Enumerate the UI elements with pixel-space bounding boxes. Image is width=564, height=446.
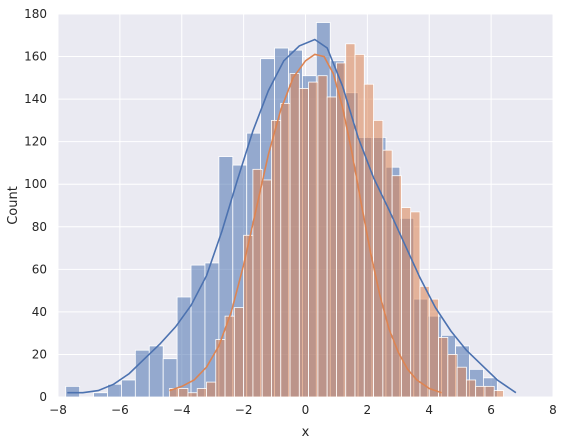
histogram-bar bbox=[187, 392, 198, 398]
y-tick-label: 60 bbox=[32, 262, 47, 276]
kde-line bbox=[169, 53, 442, 394]
histogram-bar bbox=[93, 392, 108, 398]
histogram-bar bbox=[280, 102, 291, 398]
histogram-bar bbox=[298, 88, 309, 398]
y-tick-label: 180 bbox=[24, 7, 47, 21]
histogram-bar bbox=[326, 96, 337, 398]
histogram-bar bbox=[289, 73, 300, 398]
histogram-bar bbox=[345, 43, 356, 398]
histogram-bar bbox=[224, 315, 235, 398]
y-tick-label: 100 bbox=[24, 177, 47, 191]
x-tick-label: 8 bbox=[549, 403, 557, 417]
histogram-bar bbox=[233, 307, 245, 398]
y-tick-label: 80 bbox=[32, 220, 47, 234]
y-tick-label: 140 bbox=[24, 92, 47, 106]
y-tick-label: 20 bbox=[32, 347, 47, 361]
histogram-bar bbox=[419, 285, 430, 398]
x-tick-label: −6 bbox=[111, 403, 129, 417]
histogram-bar bbox=[382, 149, 393, 398]
histogram-bar bbox=[484, 385, 495, 398]
histogram-bar bbox=[447, 354, 458, 398]
histogram-bar bbox=[410, 211, 421, 398]
histogram-bar bbox=[373, 119, 384, 398]
histogram-bar bbox=[178, 388, 189, 398]
histogram-bar bbox=[475, 385, 486, 398]
histogram-bar bbox=[196, 388, 207, 398]
histogram-bar bbox=[401, 207, 412, 398]
x-tick-label: 6 bbox=[487, 403, 495, 417]
x-axis-label: x bbox=[302, 425, 310, 440]
histogram-bar bbox=[190, 264, 206, 398]
histogram-bar bbox=[493, 390, 504, 398]
x-tick-label: 4 bbox=[425, 403, 433, 417]
histogram-bar bbox=[121, 379, 136, 398]
histogram-bar bbox=[354, 54, 365, 398]
x-tick-label: 2 bbox=[364, 403, 372, 417]
kde-line bbox=[67, 38, 517, 394]
y-tick-label: 120 bbox=[24, 135, 47, 149]
y-tick-label: 160 bbox=[24, 50, 47, 64]
histogram-bar bbox=[465, 379, 477, 398]
histogram-bar bbox=[148, 345, 164, 398]
histogram-bar bbox=[308, 81, 319, 398]
histogram-bar bbox=[317, 75, 328, 398]
histogram-bar bbox=[271, 119, 282, 398]
histogram-bar bbox=[438, 337, 449, 398]
y-tick-label: 40 bbox=[32, 305, 47, 319]
x-tick-label: −8 bbox=[49, 403, 67, 417]
histogram-bar bbox=[391, 175, 402, 398]
x-tick-label: −2 bbox=[235, 403, 253, 417]
histogram-bar bbox=[428, 298, 439, 398]
histogram-bar bbox=[456, 366, 467, 398]
histogram-bar bbox=[206, 381, 217, 398]
x-tick-label: 0 bbox=[302, 403, 310, 417]
x-tick-label: −4 bbox=[173, 403, 191, 417]
y-axis-label: Count bbox=[6, 186, 21, 225]
y-tick-label: 0 bbox=[39, 390, 47, 404]
histogram-bar bbox=[261, 179, 272, 398]
histogram-bar bbox=[65, 385, 81, 398]
